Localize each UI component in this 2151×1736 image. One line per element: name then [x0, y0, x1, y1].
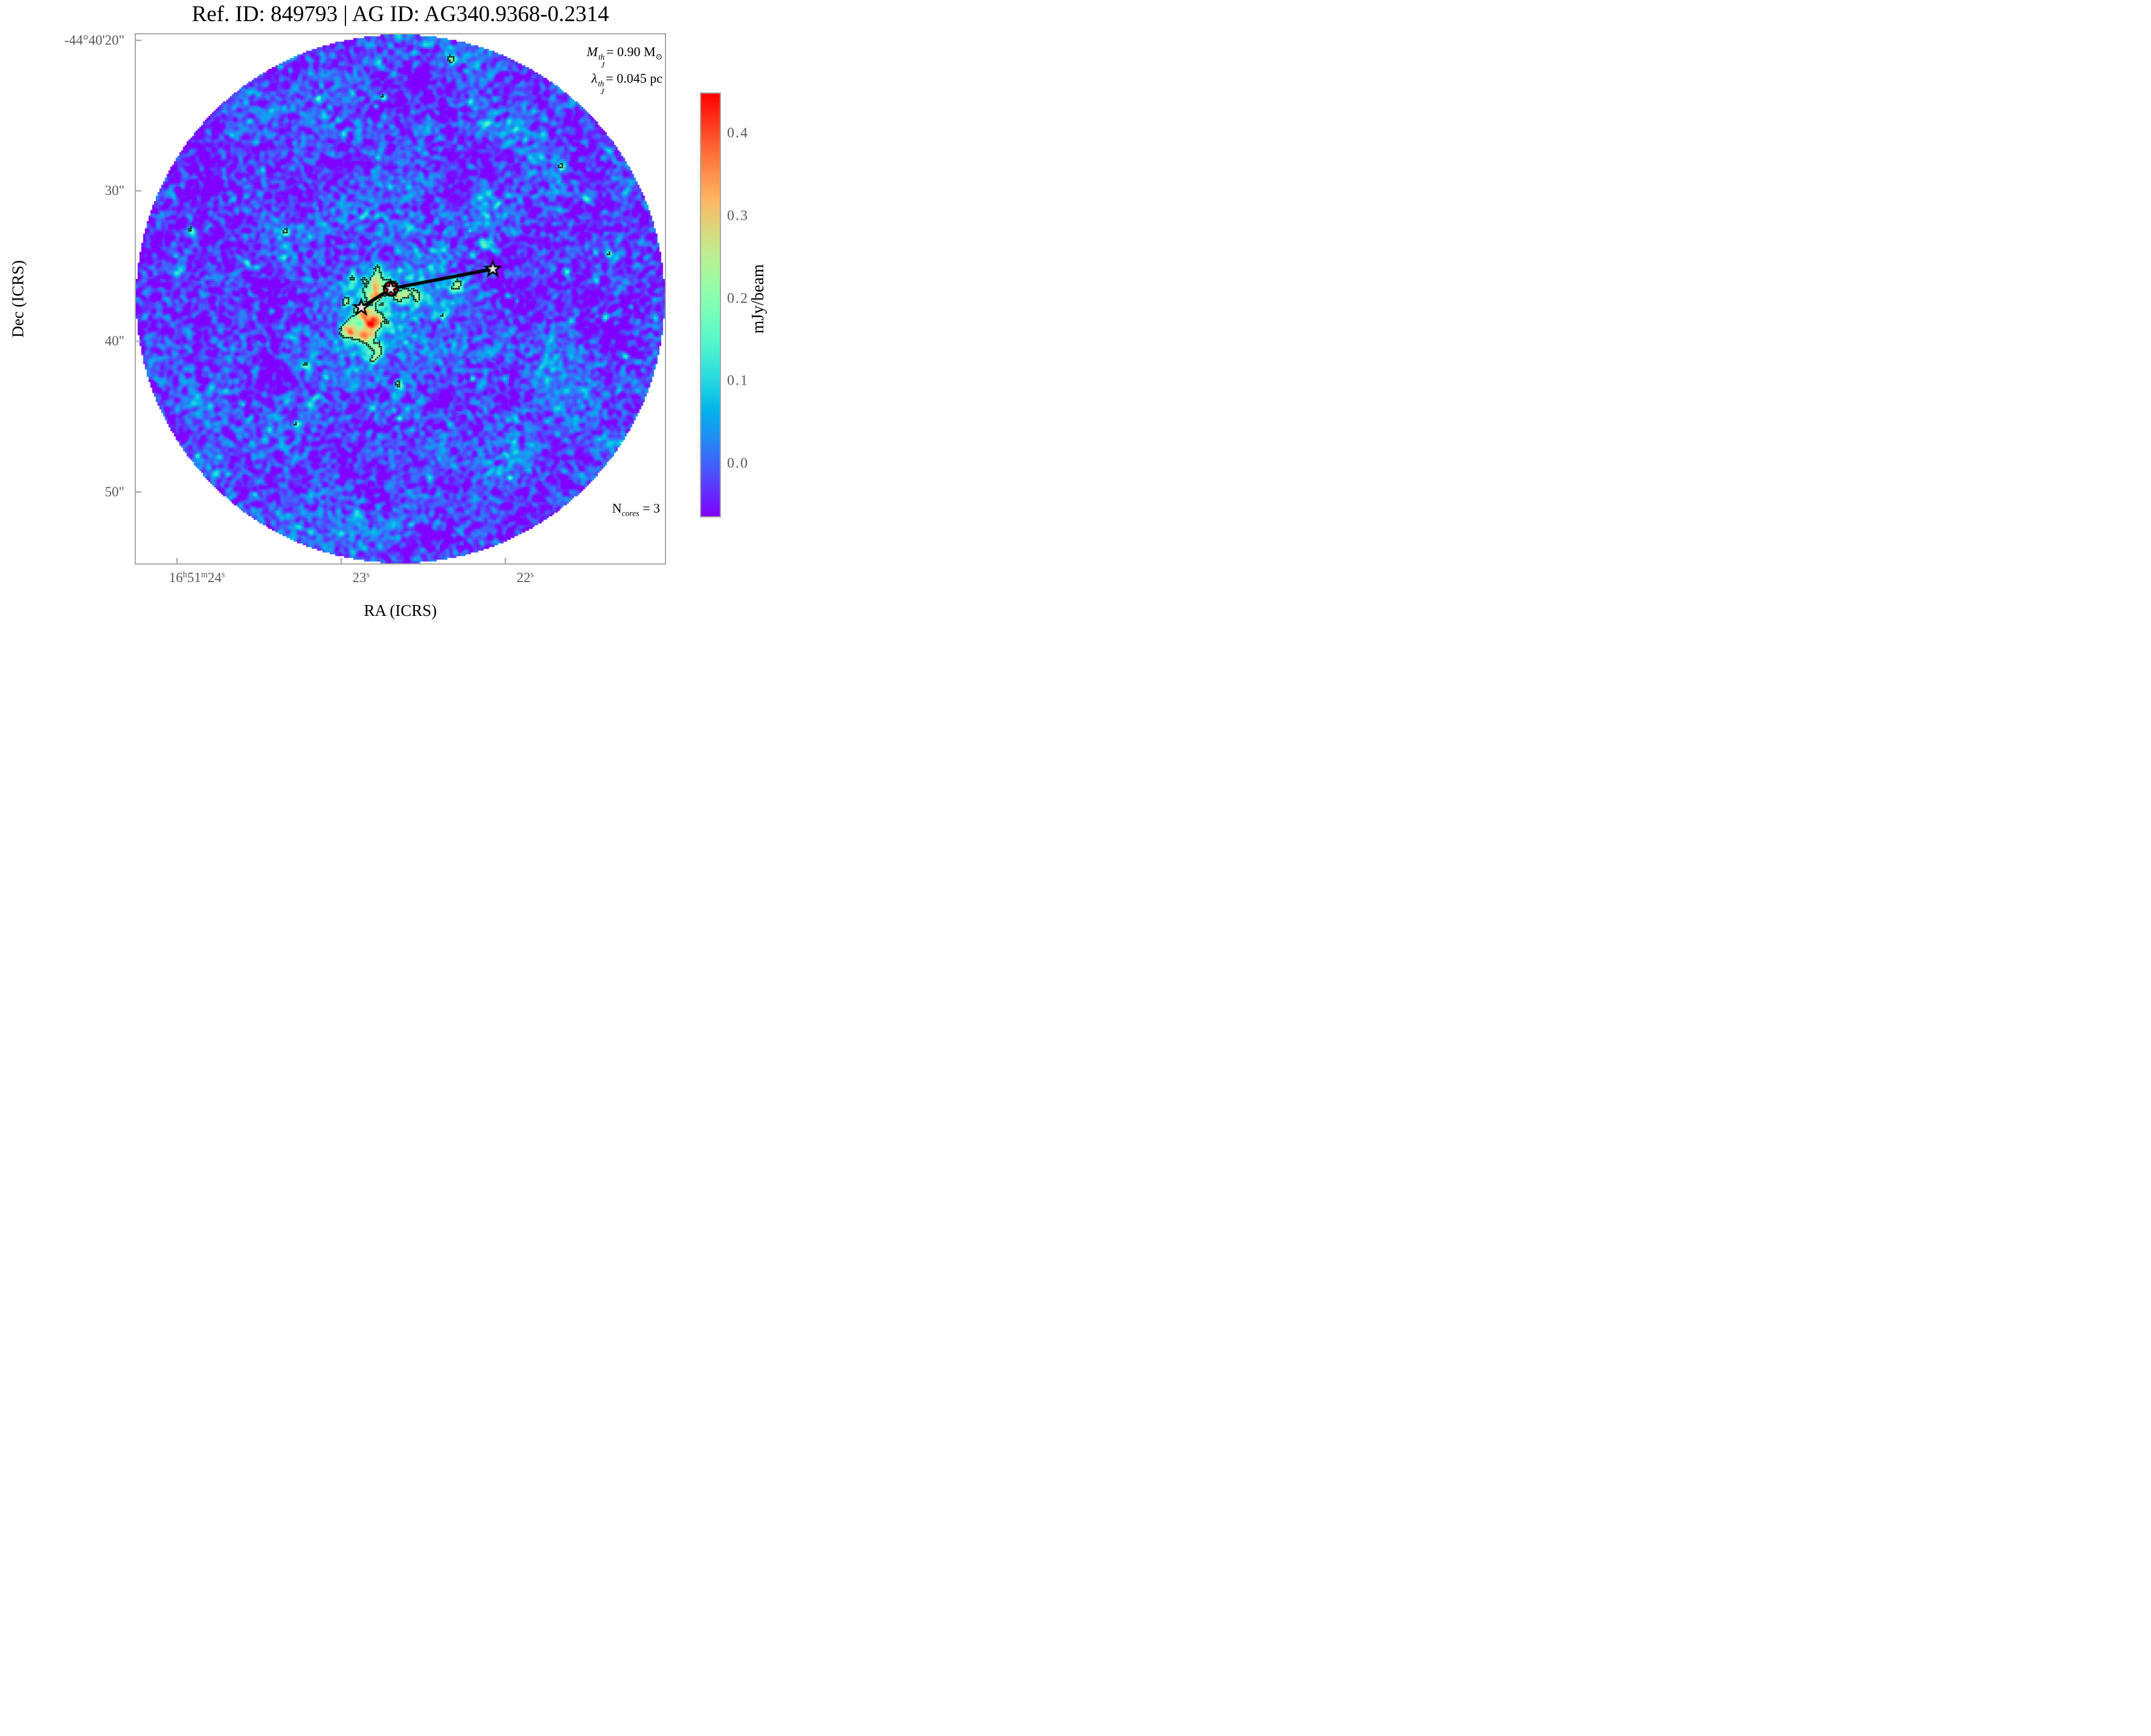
colorbar-tick-label: 0.3	[727, 208, 749, 224]
ra-tick-label: 22s	[516, 570, 534, 585]
colorbar-label: mJy/beam	[749, 264, 768, 334]
figure: Ref. ID: 849793 | AG ID: AG340.9368-0.23…	[0, 0, 783, 632]
figure-title: Ref. ID: 849793 | AG ID: AG340.9368-0.23…	[191, 2, 609, 27]
dec-tick-label: 50"	[104, 484, 124, 499]
colorbar-tick-label: 0.0	[727, 455, 749, 472]
dec-tick-label: 40"	[104, 333, 124, 349]
ra-tick-label: 23s	[352, 570, 370, 585]
colorbar-tick-label: 0.2	[727, 290, 749, 307]
dec-tick-label: 30"	[104, 183, 124, 199]
sky-map-canvas	[136, 34, 665, 563]
colorbar-tick-label: 0.4	[727, 125, 749, 141]
colorbar-tick-label: 0.1	[727, 373, 749, 389]
ra-tick-label: 16h51m24s	[168, 570, 225, 585]
ra-axis-label: RA (ICRS)	[364, 601, 437, 620]
dec-tick-label: -44°40'20"	[64, 32, 124, 48]
dec-axis-label: Dec (ICRS)	[8, 260, 27, 338]
n-cores-label: Ncores = 3	[612, 501, 660, 518]
jeans-length-label: λ th J = 0.045 pc	[591, 70, 662, 97]
colorbar	[700, 92, 721, 517]
